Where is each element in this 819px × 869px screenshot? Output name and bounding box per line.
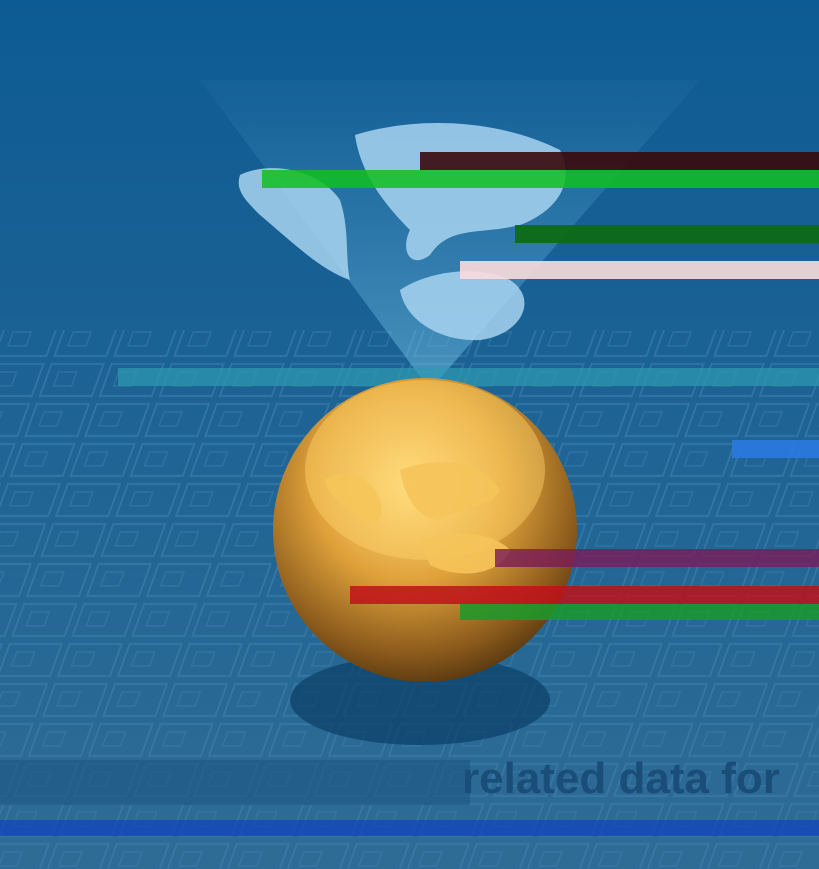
glitch-band xyxy=(420,152,819,170)
glitch-band xyxy=(350,586,819,604)
sphere-map xyxy=(325,461,510,574)
glitch-band xyxy=(0,820,819,836)
glitch-band xyxy=(0,760,470,805)
glitch-band xyxy=(460,604,819,620)
glitch-band xyxy=(495,549,819,567)
caption: related data for xyxy=(462,754,780,803)
glitch-band xyxy=(460,261,819,279)
glitch-band xyxy=(732,440,819,458)
sphere-shadow xyxy=(290,655,550,745)
glitch-band xyxy=(262,170,819,188)
glitch-band xyxy=(515,225,819,243)
glitch-band xyxy=(118,368,819,386)
